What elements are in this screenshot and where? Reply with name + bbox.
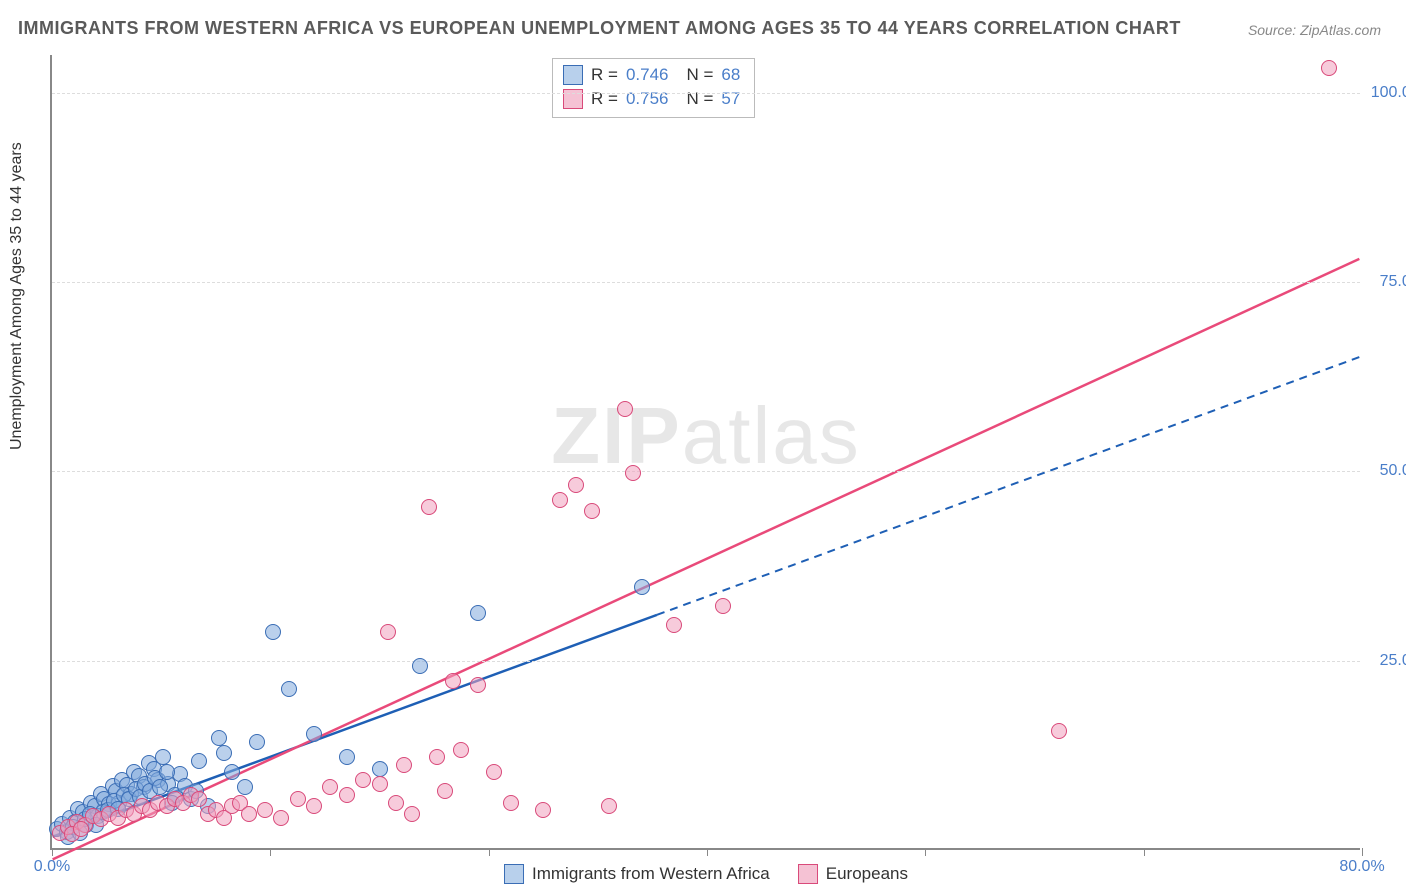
- data-point: [73, 821, 89, 837]
- data-point: [211, 730, 227, 746]
- data-point: [445, 673, 461, 689]
- data-point: [625, 465, 641, 481]
- data-point: [396, 757, 412, 773]
- x-tick-mark: [1362, 848, 1363, 856]
- y-axis-label: Unemployment Among Ages 35 to 44 years: [8, 142, 26, 450]
- data-point: [152, 779, 168, 795]
- data-point: [273, 810, 289, 826]
- data-point: [535, 802, 551, 818]
- stats-box: R = 0.746 N = 68 R = 0.756 N = 57: [552, 58, 755, 118]
- x-tick-label: 80.0%: [1339, 858, 1384, 876]
- data-point: [257, 802, 273, 818]
- legend-label-1: Immigrants from Western Africa: [532, 864, 770, 884]
- data-point: [437, 783, 453, 799]
- legend-item-1: Immigrants from Western Africa: [504, 864, 770, 884]
- data-point: [355, 772, 371, 788]
- gridline: [52, 282, 1360, 283]
- data-point: [503, 795, 519, 811]
- data-point: [322, 779, 338, 795]
- stats-row-series1: R = 0.746 N = 68: [563, 63, 740, 87]
- data-point: [470, 605, 486, 621]
- data-point: [412, 658, 428, 674]
- data-point: [1321, 60, 1337, 76]
- data-point: [666, 617, 682, 633]
- data-point: [584, 503, 600, 519]
- data-point: [241, 806, 257, 822]
- data-point: [634, 579, 650, 595]
- legend-swatch-2: [798, 864, 818, 884]
- gridline: [52, 661, 1360, 662]
- stats-n-label-2: N =: [686, 87, 713, 111]
- x-tick-mark: [1144, 848, 1145, 856]
- stats-r-value-2: 0.756: [626, 87, 669, 111]
- stats-r-label-1: R =: [591, 63, 618, 87]
- data-point: [216, 745, 232, 761]
- data-point: [265, 624, 281, 640]
- data-point: [191, 791, 207, 807]
- data-point: [306, 798, 322, 814]
- gridline: [52, 471, 1360, 472]
- legend-item-2: Europeans: [798, 864, 908, 884]
- data-point: [453, 742, 469, 758]
- data-point: [429, 749, 445, 765]
- data-point: [290, 791, 306, 807]
- stats-n-label-1: N =: [686, 63, 713, 87]
- plot-area: ZIPatlas R = 0.746 N = 68 R = 0.756 N = …: [50, 55, 1360, 850]
- data-point: [306, 726, 322, 742]
- data-point: [421, 499, 437, 515]
- data-point: [281, 681, 297, 697]
- legend: Immigrants from Western Africa Europeans: [504, 864, 908, 884]
- y-tick-label: 75.0%: [1365, 273, 1406, 291]
- x-tick-mark: [925, 848, 926, 856]
- x-tick-mark: [270, 848, 271, 856]
- stats-swatch-1: [563, 65, 583, 85]
- x-tick-mark: [52, 848, 53, 856]
- x-tick-label: 0.0%: [34, 858, 70, 876]
- data-point: [249, 734, 265, 750]
- chart-title: IMMIGRANTS FROM WESTERN AFRICA VS EUROPE…: [18, 18, 1181, 39]
- data-point: [224, 764, 240, 780]
- data-point: [601, 798, 617, 814]
- data-point: [486, 764, 502, 780]
- data-point: [372, 761, 388, 777]
- trend-lines: [52, 55, 1360, 848]
- stats-n-value-1: 68: [721, 63, 740, 87]
- data-point: [380, 624, 396, 640]
- data-point: [388, 795, 404, 811]
- y-tick-label: 25.0%: [1365, 652, 1406, 670]
- stats-row-series2: R = 0.756 N = 57: [563, 87, 740, 111]
- legend-swatch-1: [504, 864, 524, 884]
- y-tick-label: 100.0%: [1365, 84, 1406, 102]
- data-point: [568, 477, 584, 493]
- x-tick-mark: [489, 848, 490, 856]
- x-tick-mark: [707, 848, 708, 856]
- data-point: [237, 779, 253, 795]
- data-point: [159, 764, 175, 780]
- gridline: [52, 93, 1360, 94]
- data-point: [470, 677, 486, 693]
- data-point: [339, 749, 355, 765]
- source-label: Source: ZipAtlas.com: [1248, 22, 1381, 38]
- data-point: [552, 492, 568, 508]
- data-point: [191, 753, 207, 769]
- data-point: [617, 401, 633, 417]
- data-point: [339, 787, 355, 803]
- y-tick-label: 50.0%: [1365, 462, 1406, 480]
- stats-r-value-1: 0.746: [626, 63, 669, 87]
- data-point: [372, 776, 388, 792]
- stats-r-label-2: R =: [591, 87, 618, 111]
- data-point: [1051, 723, 1067, 739]
- data-point: [404, 806, 420, 822]
- stats-n-value-2: 57: [721, 87, 740, 111]
- data-point: [715, 598, 731, 614]
- data-point: [155, 749, 171, 765]
- legend-label-2: Europeans: [826, 864, 908, 884]
